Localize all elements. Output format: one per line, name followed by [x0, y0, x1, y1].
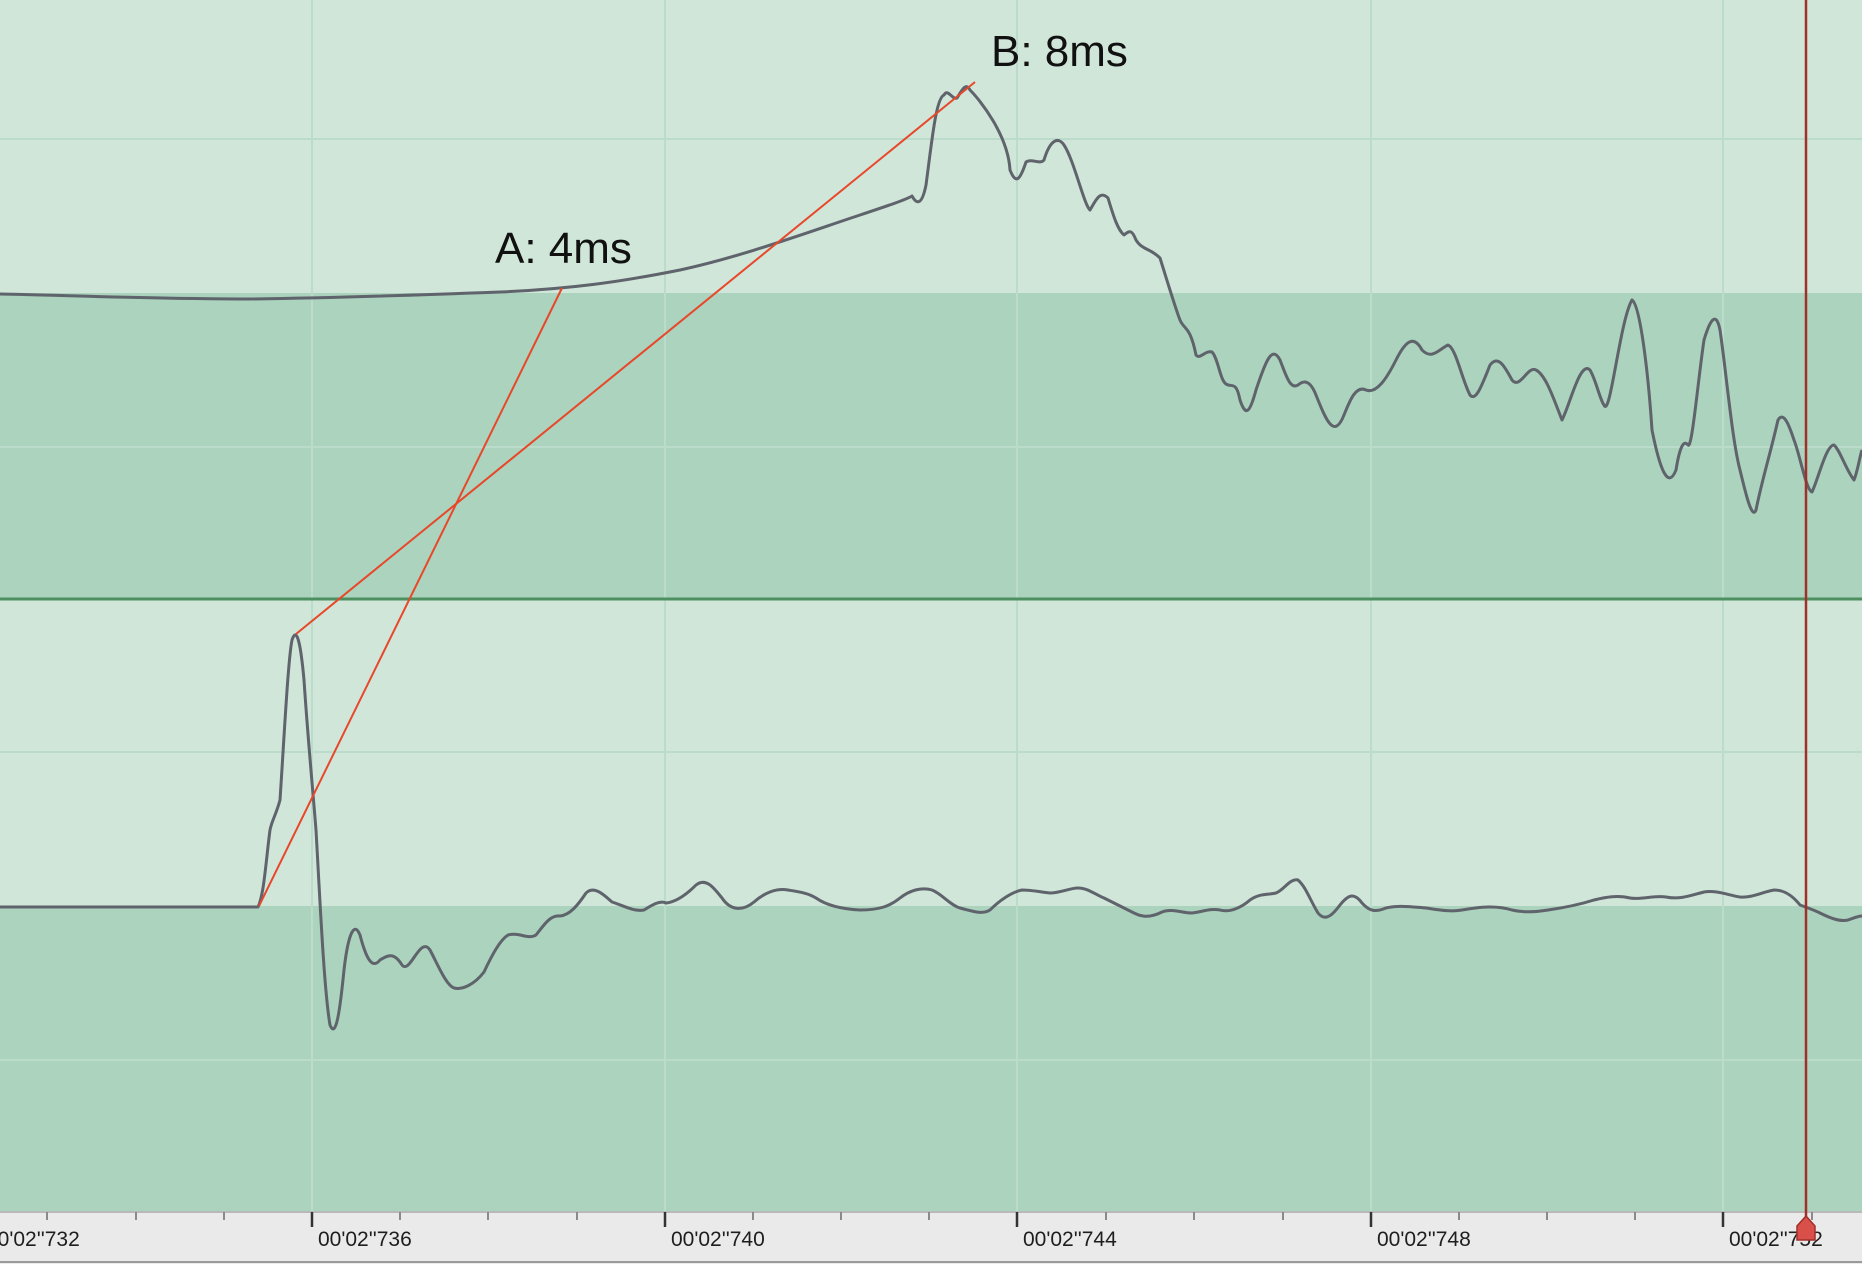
- playhead[interactable]: [1796, 0, 1816, 1241]
- ruler-label: 00'02''736: [318, 1228, 412, 1251]
- measurement-lines[interactable]: [258, 81, 976, 907]
- annotation-a-label: A: 4ms: [495, 224, 632, 273]
- ruler-major-ticks: [310, 1212, 1725, 1227]
- annotation-b-label: B: 8ms: [991, 27, 1128, 76]
- playhead-marker-icon[interactable]: [1796, 1214, 1816, 1241]
- ruler-label: 00'02''744: [1023, 1228, 1117, 1251]
- ruler-background: [0, 1212, 1862, 1264]
- ruler-label: 00'02''740: [671, 1228, 765, 1251]
- measurement-line-b[interactable]: [295, 81, 976, 635]
- time-ruler[interactable]: 00'02''732 00'02''736 00'02''740 00'02''…: [0, 1211, 1862, 1264]
- ruler-minor-ticks: [46, 1212, 1813, 1220]
- measurement-line-a[interactable]: [258, 287, 563, 907]
- ruler-label: 00'02''748: [1377, 1228, 1471, 1251]
- track-backgrounds: [0, 293, 1862, 1212]
- ruler-label: 00'02''732: [0, 1228, 80, 1251]
- upper-waveform[interactable]: [0, 85, 1862, 514]
- lower-waveform[interactable]: [0, 633, 1862, 1031]
